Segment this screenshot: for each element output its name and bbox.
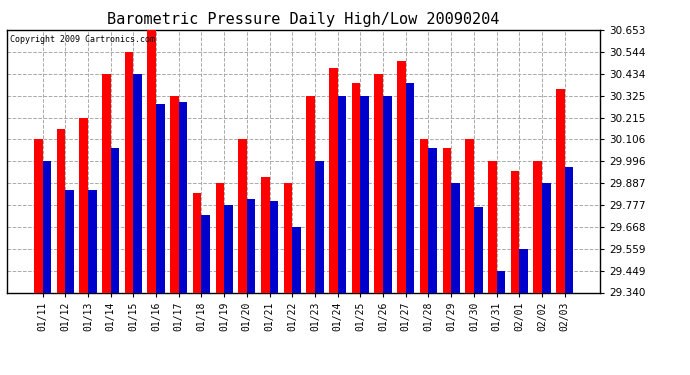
Bar — [247, 198, 255, 292]
Bar — [488, 161, 497, 292]
Bar — [474, 207, 482, 292]
Bar — [148, 30, 156, 292]
Bar — [133, 74, 142, 292]
Bar — [375, 74, 383, 292]
Bar — [293, 227, 301, 292]
Bar — [337, 96, 346, 292]
Bar — [215, 183, 224, 292]
Bar — [179, 102, 188, 292]
Bar — [238, 140, 247, 292]
Bar — [442, 147, 451, 292]
Bar — [564, 166, 573, 292]
Bar — [360, 96, 369, 292]
Bar — [315, 161, 324, 292]
Bar — [43, 161, 51, 292]
Bar — [110, 148, 119, 292]
Bar — [170, 96, 179, 292]
Bar — [88, 189, 97, 292]
Bar — [542, 183, 551, 292]
Bar — [556, 88, 564, 292]
Bar — [520, 249, 528, 292]
Bar — [102, 74, 110, 292]
Bar — [383, 96, 392, 292]
Bar — [224, 205, 233, 292]
Bar — [329, 68, 337, 292]
Bar — [125, 52, 133, 292]
Bar — [406, 82, 415, 292]
Bar — [511, 171, 520, 292]
Bar — [428, 148, 437, 292]
Bar — [79, 118, 88, 292]
Bar — [465, 140, 474, 292]
Title: Barometric Pressure Daily High/Low 20090204: Barometric Pressure Daily High/Low 20090… — [108, 12, 500, 27]
Bar — [270, 201, 278, 292]
Bar — [65, 189, 74, 292]
Bar — [261, 177, 270, 292]
Bar — [420, 140, 428, 292]
Bar — [497, 271, 505, 292]
Bar — [533, 161, 542, 292]
Text: Copyright 2009 Cartronics.com: Copyright 2009 Cartronics.com — [10, 35, 155, 44]
Bar — [193, 192, 201, 292]
Bar — [451, 183, 460, 292]
Bar — [201, 214, 210, 292]
Bar — [34, 140, 43, 292]
Bar — [156, 104, 165, 292]
Bar — [57, 129, 65, 292]
Bar — [352, 82, 360, 292]
Bar — [306, 96, 315, 292]
Bar — [284, 183, 293, 292]
Bar — [397, 61, 406, 292]
